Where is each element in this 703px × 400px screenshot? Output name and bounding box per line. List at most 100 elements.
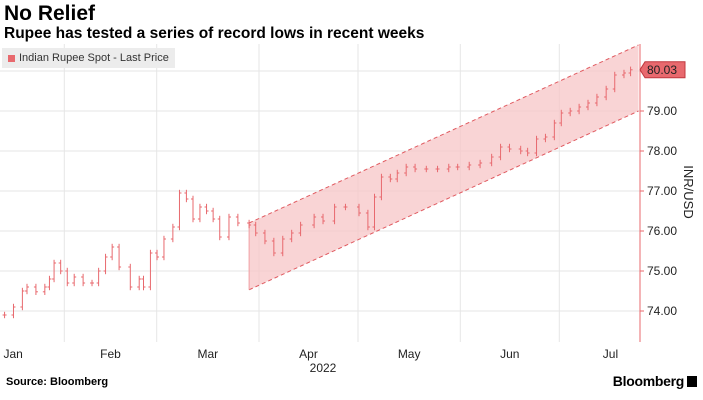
data-point: [110, 243, 115, 261]
data-point: [356, 203, 361, 217]
data-point: [117, 243, 122, 271]
legend: Indian Rupee Spot - Last Price: [2, 48, 175, 68]
data-point: [612, 71, 617, 93]
x-tick-label: Jul: [603, 347, 618, 361]
x-tick-label: Jun: [500, 347, 519, 361]
data-point: [42, 283, 47, 295]
data-point: [568, 107, 573, 117]
data-point: [289, 229, 294, 243]
data-point: [435, 165, 440, 173]
x-tick-label: Jan: [3, 347, 22, 361]
data-point: [621, 69, 626, 79]
y-axis-title: INR/USD: [681, 165, 696, 218]
data-point: [586, 99, 591, 111]
data-point: [543, 133, 548, 143]
data-point: [604, 85, 609, 101]
data-point: [404, 163, 409, 177]
data-point: [226, 213, 231, 241]
data-point: [332, 203, 337, 225]
data-point: [128, 263, 133, 291]
data-point: [525, 147, 530, 157]
data-point: [211, 207, 216, 223]
channel-upper-line: [248, 44, 639, 224]
data-point: [177, 189, 182, 231]
data-point: [65, 267, 70, 287]
data-point: [90, 279, 95, 287]
data-point: [103, 253, 108, 275]
data-point: [184, 189, 189, 203]
data-point: [161, 235, 166, 261]
bloomberg-logo: Bloomberg: [613, 373, 697, 389]
y-tick-label: 74.00: [647, 304, 677, 318]
data-point: [170, 223, 175, 243]
data-point: [455, 163, 460, 171]
logo-text: Bloomberg: [612, 373, 685, 389]
logo-box-icon: [687, 376, 697, 387]
source-note: Source: Bloomberg: [6, 376, 109, 388]
data-point: [271, 237, 276, 257]
y-tick-label: 78.00: [647, 144, 677, 158]
data-point: [343, 203, 348, 211]
y-tick-label: 79.00: [647, 104, 677, 118]
data-point: [424, 165, 429, 173]
y-tick-label: 76.00: [647, 224, 677, 238]
data-point: [388, 173, 393, 183]
data-point: [478, 159, 483, 169]
data-point: [372, 193, 377, 231]
data-point: [20, 287, 25, 311]
data-point: [262, 229, 267, 245]
data-point: [58, 259, 63, 275]
last-value-label: 80.03: [647, 63, 677, 77]
data-point: [25, 283, 30, 295]
data-point: [197, 203, 202, 223]
data-point: [446, 163, 451, 173]
data-point: [235, 213, 240, 227]
data-point: [247, 219, 252, 229]
data-point: [96, 267, 101, 287]
last-value-badge: [639, 61, 686, 79]
data-point: [217, 215, 222, 241]
chart-subtitle: Rupee has tested a series of record lows…: [4, 25, 425, 42]
channel-lower-line: [248, 110, 639, 291]
data-point: [594, 93, 599, 107]
data-point: [321, 213, 326, 225]
data-point: [577, 103, 582, 115]
data-point: [395, 169, 400, 183]
data-point: [312, 213, 317, 229]
trend-channel: [249, 45, 639, 290]
data-point: [33, 283, 38, 295]
data-point: [298, 221, 303, 237]
legend-swatch: [8, 54, 15, 62]
data-point: [365, 209, 370, 231]
data-point: [11, 303, 16, 319]
y-tick-label: 77.00: [647, 184, 677, 198]
data-point: [52, 259, 57, 283]
y-tick-label: 75.00: [647, 264, 677, 278]
data-point: [47, 275, 52, 291]
data-point: [141, 275, 146, 291]
x-tick-label: Apr: [299, 347, 318, 361]
data-point: [148, 249, 153, 291]
data-point: [628, 66, 633, 77]
data-point: [253, 221, 258, 237]
data-point: [280, 235, 285, 257]
data-point: [379, 173, 384, 201]
data-point: [2, 311, 7, 319]
data-point: [81, 273, 86, 287]
chart-title: No Relief: [4, 2, 96, 25]
data-point: [137, 275, 142, 291]
data-point: [72, 273, 77, 287]
data-point: [534, 135, 539, 157]
data-point: [498, 143, 503, 161]
x-tick-label: Feb: [100, 347, 121, 361]
data-point: [559, 109, 564, 127]
data-point: [191, 195, 195, 223]
data-point: [552, 119, 557, 141]
data-point: [204, 203, 209, 215]
data-point: [507, 143, 512, 153]
legend-label: Indian Rupee Spot - Last Price: [19, 52, 169, 64]
x-tick-label: Mar: [198, 347, 219, 361]
data-point: [518, 145, 523, 155]
